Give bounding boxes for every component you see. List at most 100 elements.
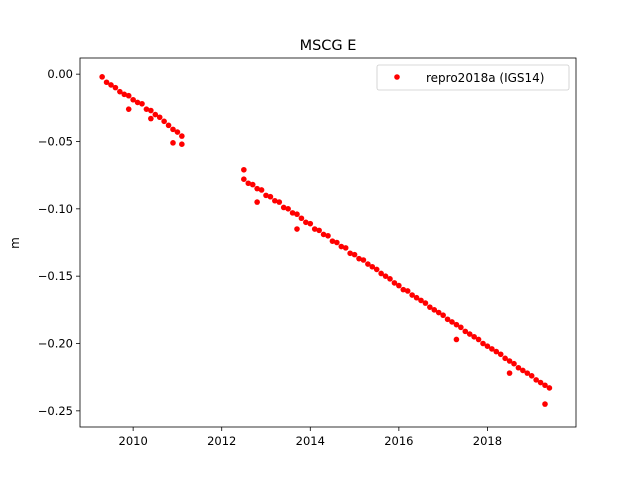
y-tick-label: −0.15 <box>38 269 73 283</box>
data-point <box>170 126 176 133</box>
data-point <box>249 181 256 188</box>
y-axis-label: m <box>8 237 22 249</box>
data-point <box>387 276 393 282</box>
data-point <box>320 231 327 238</box>
data-point <box>400 286 407 293</box>
data-point <box>356 255 362 262</box>
data-point <box>165 122 172 129</box>
data-point <box>458 324 464 331</box>
y-tick-label: −0.10 <box>38 202 73 216</box>
data-point <box>422 300 429 306</box>
data-point <box>404 288 411 294</box>
data-point <box>453 321 460 328</box>
x-tick-label: 2014 <box>296 434 325 448</box>
data-point <box>338 243 345 250</box>
data-point <box>99 74 105 80</box>
data-point <box>506 370 513 376</box>
data-point <box>489 346 495 352</box>
data-point <box>409 292 415 298</box>
data-point <box>121 91 128 98</box>
data-point <box>493 348 500 355</box>
data-point <box>307 220 314 227</box>
data-point <box>179 133 185 139</box>
data-point <box>170 140 176 146</box>
data-point <box>369 263 376 270</box>
legend: repro2018a (IGS14) <box>376 64 570 91</box>
data-point <box>285 206 291 212</box>
data-point <box>117 88 123 95</box>
data-point <box>303 219 309 226</box>
legend-label: repro2018a (IGS14) <box>426 71 544 85</box>
y-tick-label: −0.25 <box>38 404 73 418</box>
data-point <box>365 261 371 267</box>
data-point <box>316 227 322 234</box>
x-tick-label: 2016 <box>384 434 413 448</box>
data-point <box>179 141 185 147</box>
data-point <box>148 115 154 122</box>
data-point <box>241 166 247 173</box>
data-point <box>435 309 442 316</box>
data-point <box>542 401 548 407</box>
y-tick-label: −0.05 <box>38 134 73 148</box>
x-tick-label: 2018 <box>473 434 502 448</box>
data-point <box>156 114 163 121</box>
data-point <box>480 340 486 347</box>
data-point <box>533 377 539 383</box>
data-point <box>103 79 110 86</box>
data-point <box>241 176 247 183</box>
data-point <box>382 273 389 279</box>
data-point <box>130 96 136 103</box>
legend-marker <box>394 74 400 80</box>
data-point <box>471 333 477 340</box>
data-point <box>254 199 260 205</box>
data-point <box>484 343 491 349</box>
data-point <box>108 82 114 88</box>
data-point <box>174 129 181 135</box>
y-tick-label: 0.00 <box>47 67 73 81</box>
data-point <box>148 107 154 114</box>
data-point <box>515 364 522 371</box>
data-point <box>347 250 353 257</box>
x-tick-label: 2010 <box>119 434 148 448</box>
data-point <box>334 239 340 246</box>
data-point <box>258 187 265 193</box>
data-point <box>112 84 119 91</box>
data-point <box>449 319 455 325</box>
data-point <box>276 199 283 205</box>
data-point <box>391 280 398 286</box>
data-point <box>506 358 513 364</box>
data-point <box>475 336 482 343</box>
data-point <box>351 251 358 258</box>
data-point <box>413 294 420 301</box>
data-point <box>272 197 278 204</box>
data-points <box>99 74 553 407</box>
data-point <box>511 360 517 367</box>
data-point <box>289 210 296 216</box>
data-point <box>245 180 252 187</box>
data-point <box>520 367 526 374</box>
data-point <box>440 312 446 319</box>
data-point <box>431 307 438 313</box>
data-point <box>528 373 535 379</box>
data-point <box>378 270 384 277</box>
y-axis-ticks: 0.00 −0.05 −0.10 −0.15 −0.20 −0.25 <box>38 67 80 418</box>
data-point <box>263 192 269 199</box>
data-point <box>502 355 508 362</box>
data-point <box>427 304 433 310</box>
chart-title: MSCG E <box>300 38 357 54</box>
data-point <box>125 106 132 112</box>
x-tick-label: 2012 <box>207 434 236 448</box>
x-axis-ticks: 2010 2012 2014 2016 2018 <box>119 427 502 448</box>
data-point <box>325 232 331 239</box>
data-point <box>294 226 300 232</box>
data-point <box>311 226 318 232</box>
data-point <box>139 100 145 107</box>
data-point <box>143 106 150 112</box>
data-point <box>418 297 424 304</box>
data-point <box>342 245 349 251</box>
data-point <box>294 211 300 218</box>
data-point <box>462 328 469 335</box>
data-point <box>373 266 380 273</box>
data-point <box>152 111 159 118</box>
